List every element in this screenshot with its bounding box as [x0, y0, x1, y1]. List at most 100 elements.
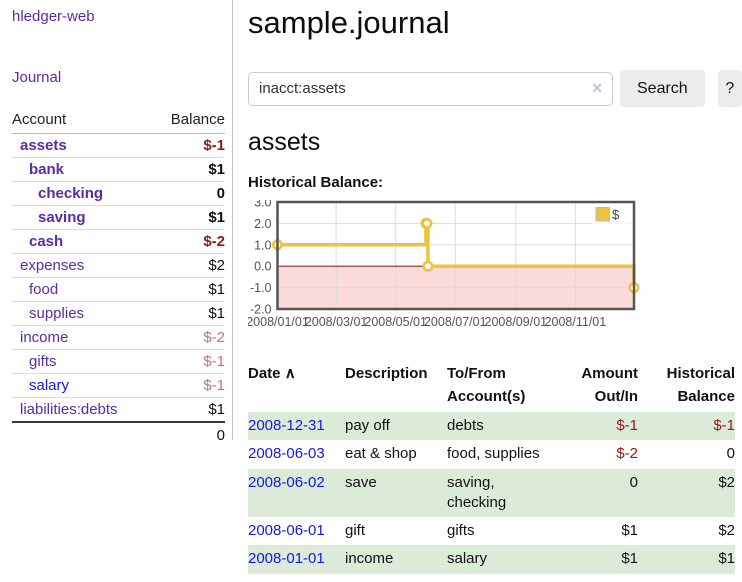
account-balance: $-2	[152, 325, 225, 350]
historical-balance-chart: 3.0 2.0 1.0 0.0 -1.0 -2.02008/01/012008/03/01…	[246, 196, 640, 329]
account-row: supplies $1	[12, 301, 225, 326]
transaction-description: eat & shop	[345, 445, 417, 463]
transaction-amount: $-1	[553, 412, 638, 441]
transaction-amount: $1	[553, 545, 638, 574]
chart-border	[276, 200, 636, 311]
transaction-balance: $2	[638, 468, 735, 517]
transaction-description: gift	[345, 522, 366, 539]
account-row: saving $1	[12, 205, 225, 230]
x-tick-label: 2008/03/01	[305, 315, 368, 329]
accounts-header-account: Account	[12, 108, 153, 134]
chart-container: 3.0 2.0 1.0 0.0 -1.0 -2.0 2008/01/01 2008/03/01…	[246, 196, 742, 343]
register-header-date-label: Date	[248, 365, 281, 382]
sidebar-item-gifts[interactable]: gifts	[29, 353, 57, 370]
page-title: sample.journal	[248, 5, 450, 40]
search-bar: ✕ Search ?	[248, 70, 742, 107]
account-row: expenses $2	[12, 253, 225, 278]
transaction-date-link[interactable]: 2008-12-31	[248, 417, 325, 434]
register-rows: 2008-12-31 pay off debts $-1 $-1 2008-06-03 ea…	[248, 412, 735, 574]
transaction-amount: 0	[553, 468, 638, 517]
transaction-amount: $-2	[616, 445, 638, 463]
account-row: assets $-1	[12, 133, 225, 158]
transaction-date-link[interactable]: 2008-06-03	[248, 445, 325, 463]
sidebar-item-journal[interactable]: Journal	[12, 69, 62, 86]
sidebar-item-cash[interactable]: cash	[29, 233, 64, 250]
help-button[interactable]: ?	[717, 70, 742, 107]
account-row: bank $1	[12, 157, 225, 182]
sidebar-item-food[interactable]: food	[29, 281, 59, 298]
register-row: 2008-01-01 income salary $1 $1	[248, 545, 735, 574]
register-header-accounts[interactable]: To/From Account(s)	[447, 365, 526, 405]
sidebar-item-checking[interactable]: checking	[38, 185, 104, 202]
transaction-balance: $1	[638, 545, 735, 574]
chart-legend-label: $	[612, 207, 620, 222]
sidebar-item-salary[interactable]: salary	[29, 377, 70, 394]
transaction-description: save	[345, 468, 447, 517]
search-button[interactable]: Search	[620, 70, 705, 107]
register-row: 2008-06-02 save saving, checking 0 $2	[248, 468, 735, 517]
sidebar-item-income[interactable]: income	[20, 329, 69, 346]
clear-search-icon[interactable]: ✕	[591, 79, 603, 96]
register-table: Date ∧ Description To/From Account(s) Am…	[248, 363, 735, 574]
x-tick-label: 2008/01/01	[248, 315, 309, 329]
x-tick-label: 2008/11/01	[545, 315, 607, 329]
main-panel: sample.journal ✕ Search ? assets Histori…	[233, 0, 742, 574]
accounts-total-value: 0	[152, 421, 225, 447]
transaction-date-link[interactable]: 2008-06-01	[248, 522, 325, 539]
app-title-link[interactable]: hledger-web	[12, 8, 95, 25]
account-row: gifts $-1	[12, 349, 225, 374]
accounts-header-balance: Balance	[152, 108, 225, 134]
account-row: liabilities:debts $1	[12, 397, 225, 423]
chart-section-label: Historical Balance:	[248, 174, 384, 191]
register-header-amount[interactable]: Amount Out/In	[581, 365, 638, 405]
account-balance: $1	[152, 301, 225, 326]
sidebar-item-expenses[interactable]: expenses	[20, 257, 85, 274]
y-tick-label: -1.0	[250, 281, 272, 295]
transaction-date-link[interactable]: 2008-01-01	[248, 550, 325, 568]
register-header-date[interactable]: Date ∧	[248, 363, 345, 412]
register-header-balance[interactable]: Historical Balance	[666, 365, 735, 405]
transaction-date-link[interactable]: 2008-06-02	[248, 473, 325, 491]
transaction-balance: $2	[718, 522, 735, 539]
register-row: 2008-12-31 pay off debts $-1 $-1	[248, 412, 735, 441]
sidebar-item-supplies[interactable]: supplies	[29, 305, 85, 322]
register-row: 2008-06-03 eat & shop food, supplies $-2 0	[248, 440, 735, 468]
sidebar-item-bank[interactable]: bank	[29, 161, 65, 178]
sidebar-item-saving[interactable]: saving	[38, 209, 86, 226]
transaction-amount: $1	[621, 522, 638, 539]
sidebar-item-liabilities-debts[interactable]: liabilities:debts	[20, 401, 118, 418]
account-balance: 0	[152, 181, 225, 206]
y-tick-label: 3.0	[254, 200, 271, 210]
transaction-description: income	[345, 545, 447, 574]
x-tick-label: 2008/09/01	[485, 315, 548, 329]
transaction-balance: $-1	[638, 412, 735, 441]
search-input-wrap: ✕	[248, 71, 613, 106]
sidebar: hledger-web Journal Account Balance asse…	[0, 0, 233, 447]
register-row: 2008-06-01 gift gifts $1 $2	[248, 517, 735, 545]
register-header-description[interactable]: Description	[345, 365, 428, 382]
y-tick-label: 1.0	[254, 238, 271, 252]
account-row: cash $-2	[12, 229, 225, 254]
account-balance: $1	[152, 157, 225, 182]
transaction-balance: 0	[726, 445, 735, 463]
chart-legend-swatch	[595, 207, 610, 222]
account-balance: $1	[152, 277, 225, 302]
search-input[interactable]	[248, 71, 613, 106]
x-tick-label: 2008/05/01	[364, 315, 427, 329]
y-tick-label: 0.0	[254, 260, 271, 274]
accounts-total-row: 0	[12, 421, 225, 447]
account-balance: $-1	[152, 349, 225, 374]
account-row: income $-2	[12, 325, 225, 350]
transaction-accounts: gifts	[447, 522, 475, 539]
sidebar-item-assets[interactable]: assets	[20, 137, 67, 154]
account-balance: $1	[152, 205, 225, 230]
x-tick-label: 2008/07/01	[424, 315, 487, 329]
transaction-accounts: debts	[447, 412, 553, 441]
accounts-rows: assets $-1 bank $1 checking 0 saving $1 cash $-2 e…	[12, 133, 225, 447]
chart-data-point	[421, 217, 433, 229]
transaction-description: pay off	[345, 412, 447, 441]
account-row: checking 0	[12, 181, 225, 206]
y-tick-label: 2.0	[254, 217, 271, 231]
account-balance: $-1	[152, 133, 225, 158]
